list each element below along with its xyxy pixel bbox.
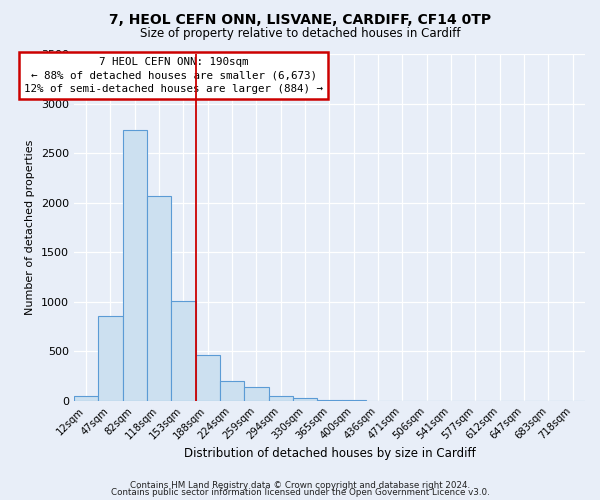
Text: 7 HEOL CEFN ONN: 190sqm
← 88% of detached houses are smaller (6,673)
12% of semi: 7 HEOL CEFN ONN: 190sqm ← 88% of detache… [24,58,323,94]
Bar [122,130,147,401]
Bar [74,396,98,401]
Bar [98,316,122,401]
Bar [293,398,317,401]
Bar [244,386,269,401]
Bar [269,396,293,401]
Text: Contains public sector information licensed under the Open Government Licence v3: Contains public sector information licen… [110,488,490,497]
X-axis label: Distribution of detached houses by size in Cardiff: Distribution of detached houses by size … [184,447,475,460]
Bar [196,356,220,401]
Text: 7, HEOL CEFN ONN, LISVANE, CARDIFF, CF14 0TP: 7, HEOL CEFN ONN, LISVANE, CARDIFF, CF14… [109,12,491,26]
Bar [171,301,196,401]
Text: Contains HM Land Registry data © Crown copyright and database right 2024.: Contains HM Land Registry data © Crown c… [130,480,470,490]
Bar [220,380,244,401]
Text: Size of property relative to detached houses in Cardiff: Size of property relative to detached ho… [140,28,460,40]
Bar [147,196,171,401]
Bar [317,400,341,401]
Y-axis label: Number of detached properties: Number of detached properties [25,140,35,315]
